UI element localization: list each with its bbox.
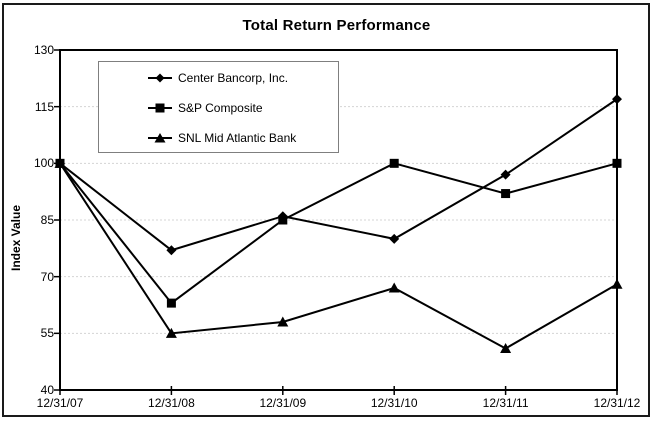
square-data-point-marker: [166, 298, 176, 308]
square-marker-icon: [148, 103, 172, 113]
legend: Center Bancorp, Inc. S&P Composite SNL M…: [98, 61, 339, 153]
triangle-marker-icon: [148, 133, 172, 143]
square-data-point-marker: [501, 189, 511, 199]
triangle-data-point-marker: [388, 282, 400, 293]
series-line: [59, 162, 618, 305]
chart-title: Total Return Performance: [242, 17, 431, 34]
legend-label: Center Bancorp, Inc.: [178, 71, 289, 85]
triangle-data-point-marker: [500, 342, 512, 353]
diamond-marker-icon: [148, 73, 172, 83]
series-line: [59, 98, 618, 252]
diamond-data-point-marker: [612, 94, 622, 105]
triangle-data-point-marker: [54, 157, 66, 168]
triangle-data-point-marker: [165, 327, 177, 338]
series-line: [59, 162, 618, 350]
triangle-data-point-marker: [277, 316, 289, 327]
legend-label: SNL Mid Atlantic Bank: [178, 131, 297, 145]
square-data-point-marker: [612, 158, 622, 168]
legend-item: SNL Mid Atlantic Bank: [147, 131, 338, 145]
legend-item: S&P Composite: [147, 101, 338, 115]
square-data-point-marker: [278, 215, 288, 225]
legend-label: S&P Composite: [178, 101, 263, 115]
triangle-data-point-marker: [611, 278, 623, 289]
diamond-data-point-marker: [166, 245, 177, 256]
legend-item: Center Bancorp, Inc.: [147, 71, 338, 85]
square-data-point-marker: [389, 158, 399, 168]
diamond-data-point-marker: [500, 169, 511, 180]
diamond-data-point-marker: [389, 233, 400, 244]
